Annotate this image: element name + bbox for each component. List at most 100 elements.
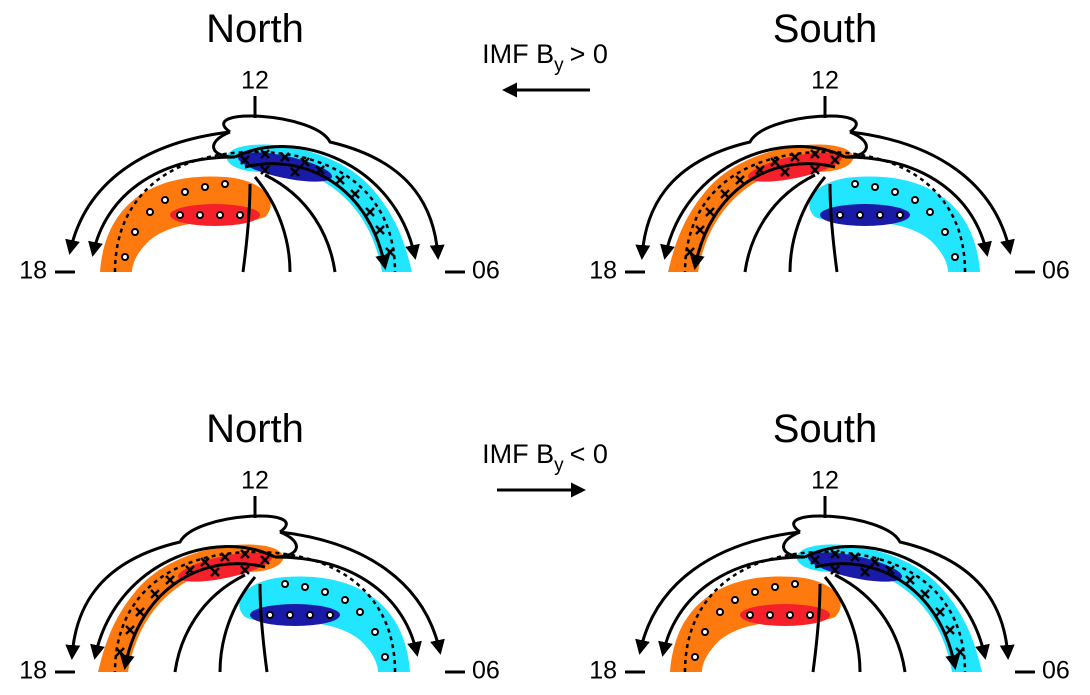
circle-marker xyxy=(876,211,884,219)
circle-marker xyxy=(321,588,329,596)
cross-marker xyxy=(125,625,135,635)
circle-marker xyxy=(911,196,919,204)
cross-marker xyxy=(830,549,840,559)
cross-marker xyxy=(385,247,395,257)
cell-core xyxy=(747,152,843,182)
circle-marker xyxy=(371,628,379,636)
flow-line xyxy=(811,583,822,673)
cell-band xyxy=(670,576,841,672)
circle-marker xyxy=(181,188,189,196)
cross-marker xyxy=(260,149,270,159)
cell-core xyxy=(820,204,910,226)
cross-marker xyxy=(280,152,290,162)
flow-line xyxy=(65,514,288,660)
cross-marker xyxy=(935,607,945,617)
flow-line xyxy=(635,530,801,655)
flow-line xyxy=(88,155,236,257)
cross-marker xyxy=(860,567,870,577)
cross-marker xyxy=(810,555,820,565)
cell-core xyxy=(740,604,830,626)
hour-label: 12 xyxy=(241,467,269,495)
circle-marker xyxy=(746,611,754,619)
panel: North 12 18 06 xyxy=(19,7,500,285)
flow-line xyxy=(65,130,231,255)
cross-marker xyxy=(870,557,880,567)
flow-line xyxy=(218,576,257,673)
cross-marker xyxy=(350,189,360,199)
panel-title: South xyxy=(773,407,878,451)
circle-marker xyxy=(896,211,904,219)
hour-label: 12 xyxy=(241,67,269,95)
circle-marker xyxy=(161,196,169,204)
cross-marker xyxy=(135,607,145,617)
circle-marker xyxy=(381,653,389,661)
cross-marker xyxy=(850,552,860,562)
cell-core xyxy=(807,552,903,582)
circle-marker xyxy=(266,611,274,619)
cross-marker xyxy=(260,165,270,175)
circle-marker xyxy=(836,211,844,219)
flow-line xyxy=(689,162,836,270)
circle-marker xyxy=(891,188,899,196)
flow-line xyxy=(782,530,806,559)
cell-band xyxy=(809,176,980,272)
circle-marker xyxy=(196,211,204,219)
circle-marker xyxy=(701,628,709,636)
circle-marker xyxy=(326,611,334,619)
flow-line xyxy=(844,155,992,257)
circle-marker xyxy=(691,653,699,661)
circle-marker xyxy=(851,180,859,188)
circle-marker xyxy=(771,583,779,591)
circle-marker xyxy=(871,183,879,191)
flow-line xyxy=(834,573,907,673)
flow-line xyxy=(241,183,252,273)
flow-line xyxy=(823,576,862,673)
circle-marker xyxy=(806,611,814,619)
cross-marker xyxy=(885,565,895,575)
cross-marker xyxy=(790,152,800,162)
cross-marker xyxy=(685,247,695,257)
cross-marker xyxy=(200,557,210,567)
cell-core xyxy=(250,604,340,626)
cross-marker xyxy=(210,567,220,577)
dotted-arc xyxy=(683,550,967,673)
circle-marker xyxy=(236,211,244,219)
cross-marker xyxy=(735,175,745,185)
circle-marker xyxy=(356,608,364,616)
flow-line xyxy=(258,583,269,673)
panel: South 12 18 06 xyxy=(589,407,1070,685)
cross-marker xyxy=(720,189,730,199)
flow-line xyxy=(844,130,868,159)
cross-marker xyxy=(905,575,915,585)
cross-marker xyxy=(945,625,955,635)
cross-marker xyxy=(335,175,345,185)
hour-label: 06 xyxy=(472,657,500,685)
flow-line xyxy=(274,530,298,559)
cell-core xyxy=(177,552,273,582)
flow-line xyxy=(274,555,422,657)
circle-marker xyxy=(121,253,129,261)
circle-marker xyxy=(146,208,154,216)
flow-line xyxy=(660,145,846,260)
circle-marker xyxy=(856,211,864,219)
panel: North 12 18 06 xyxy=(19,407,500,685)
cross-marker xyxy=(830,155,840,165)
imf-label: IMF By > 0 xyxy=(482,39,608,76)
cross-marker xyxy=(780,167,790,177)
hour-label: 18 xyxy=(589,257,617,285)
circle-marker xyxy=(201,183,209,191)
hour-label: 18 xyxy=(589,657,617,685)
hour-label: 18 xyxy=(19,257,47,285)
circle-marker xyxy=(176,211,184,219)
circle-marker xyxy=(221,180,229,188)
circle-marker xyxy=(926,208,934,216)
cross-marker xyxy=(220,552,230,562)
cross-marker xyxy=(150,589,160,599)
circle-marker xyxy=(306,611,314,619)
circle-marker xyxy=(731,596,739,604)
cross-marker xyxy=(300,157,310,167)
circle-marker xyxy=(786,611,794,619)
hour-label: 12 xyxy=(811,67,839,95)
convection-pattern xyxy=(65,514,445,673)
